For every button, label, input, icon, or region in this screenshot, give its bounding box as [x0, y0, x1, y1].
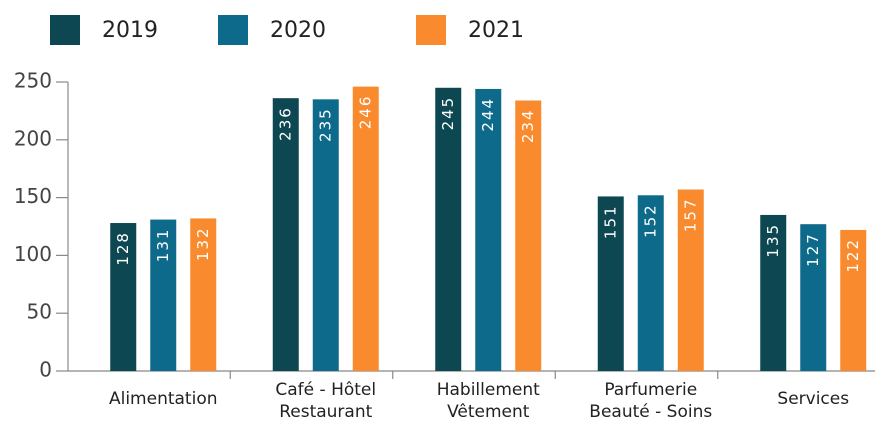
value-label: 234 [519, 108, 537, 143]
x-tick-label: Parfumerie Beauté - Soins [589, 380, 712, 422]
legend-swatch [218, 15, 248, 45]
value-label: 127 [804, 232, 822, 267]
value-label: 157 [681, 198, 699, 233]
y-tick-label: 50 [27, 300, 52, 324]
value-label: 122 [844, 238, 862, 273]
value-label: 236 [276, 106, 294, 141]
legend-label: 2019 [102, 18, 158, 43]
legend-swatch [50, 15, 80, 45]
bar [272, 98, 299, 372]
value-label: 131 [154, 228, 172, 263]
value-label: 152 [641, 203, 659, 238]
bar [677, 189, 704, 371]
value-label: 245 [439, 96, 457, 131]
bar [475, 88, 502, 371]
bar [352, 86, 379, 372]
legend-label: 2021 [468, 18, 524, 43]
bar [515, 100, 542, 371]
legend-swatch [416, 15, 446, 45]
y-tick-label: 150 [14, 184, 52, 208]
x-tick-label: Habillement Vêtement [437, 380, 540, 422]
value-label: 135 [764, 223, 782, 258]
bar [840, 229, 867, 371]
bar [312, 99, 339, 371]
bar [637, 195, 664, 371]
bar [190, 218, 217, 371]
x-tick-label: Café - Hôtel Restaurant [275, 380, 376, 422]
x-tick-label: Alimentation [109, 389, 218, 409]
value-label: 128 [114, 231, 132, 266]
value-label: 246 [356, 95, 374, 130]
bar [435, 87, 462, 371]
value-label: 151 [601, 204, 619, 239]
bar [110, 223, 137, 371]
value-label: 132 [194, 226, 212, 261]
value-label: 235 [316, 107, 334, 142]
bar [800, 224, 827, 371]
bar [150, 219, 177, 371]
y-tick-label: 200 [14, 126, 52, 150]
y-tick-label: 250 [14, 69, 52, 93]
y-tick-label: 100 [14, 242, 52, 266]
bar [760, 214, 787, 371]
value-label: 244 [479, 97, 497, 132]
x-tick-label: Services [777, 389, 849, 409]
bar [597, 196, 624, 371]
y-tick-label: 0 [39, 358, 52, 382]
legend-label: 2020 [270, 18, 326, 43]
